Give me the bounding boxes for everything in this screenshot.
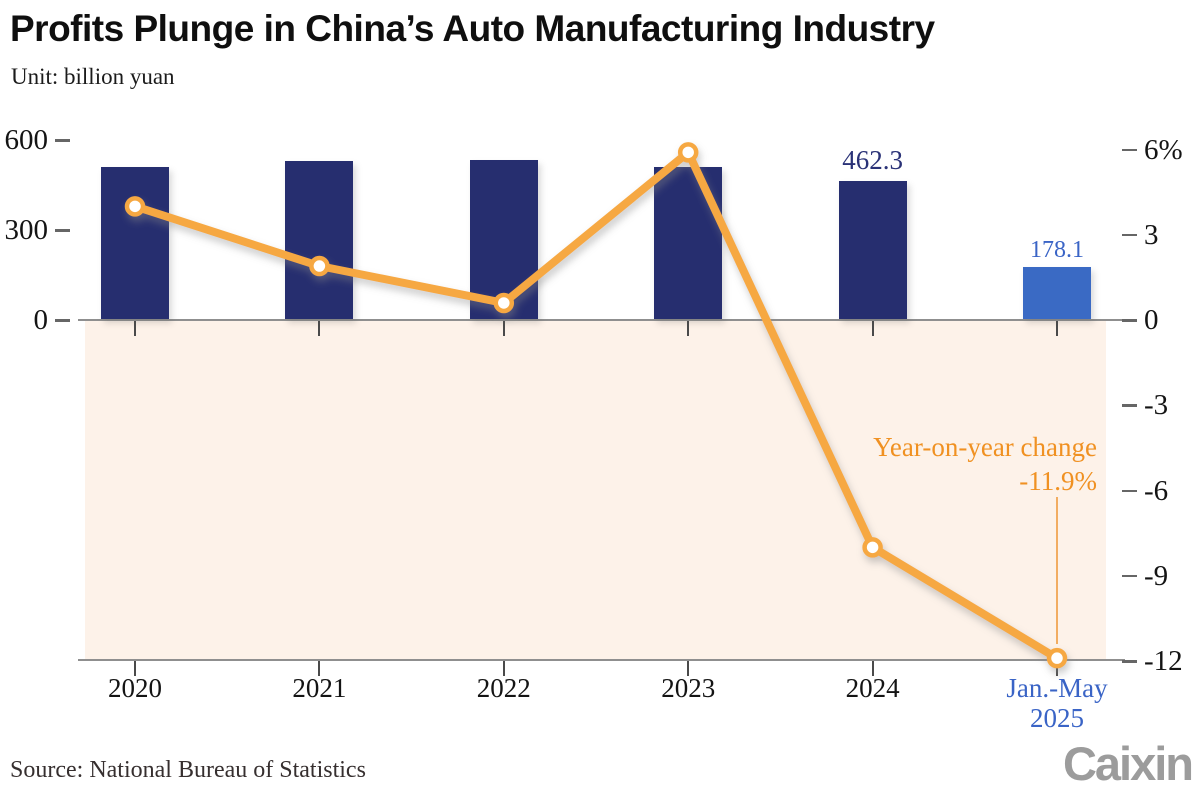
- x-axis-label-line: 2020: [108, 673, 162, 703]
- profit-bar-2022: [469, 160, 538, 319]
- right-axis-tick-dash: [1122, 233, 1137, 237]
- profit-bar-2020: [101, 167, 169, 319]
- profit-bar-jan-may-2025: [1023, 266, 1091, 319]
- x-axis-label-line: 2022: [476, 673, 531, 703]
- yoy-marker-2020: [124, 196, 146, 217]
- yoy-line: [131, 148, 1061, 663]
- x-axis-label-line: Jan.-May: [1006, 673, 1108, 703]
- zero-line-tick: [1056, 321, 1058, 336]
- yoy-annotation-label: Year-on-year change: [873, 432, 1097, 462]
- right-axis-tick-dash: [1122, 574, 1137, 578]
- x-axis-label-2023: 2023: [598, 673, 778, 703]
- x-axis-label-2022: 2022: [414, 673, 594, 703]
- left-axis-tick-dash: [55, 319, 70, 322]
- left-axis-tick-label: 0: [33, 304, 49, 336]
- bar-value-label: 178.1: [1030, 236, 1084, 263]
- yoy-marker-2021: [309, 255, 330, 277]
- zero-line-tick: [134, 321, 136, 336]
- right-axis-tick-label: -3: [1144, 389, 1169, 422]
- profit-bar-2021: [285, 161, 354, 319]
- left-axis-tick-label: 300: [4, 214, 49, 246]
- zero-line-tick: [871, 321, 874, 336]
- left-axis-tick-dash: [55, 229, 70, 232]
- bottom-line-tick: [318, 661, 321, 676]
- zero-line-tick: [502, 321, 505, 336]
- bottom-line-tick: [502, 661, 505, 676]
- bar-value-label: 462.3: [842, 145, 903, 176]
- right-axis-tick-label: -6: [1144, 474, 1169, 507]
- right-axis-tick-dash: [1122, 148, 1137, 151]
- zero-axis-line: [78, 319, 1125, 321]
- source-note: Source: National Bureau of Statistics: [10, 757, 366, 783]
- x-axis-label-jan-may-2025: Jan.-May 2025: [967, 673, 1147, 733]
- bottom-line-tick: [1056, 661, 1058, 676]
- caixin-logo: Caixin: [1062, 737, 1194, 790]
- below-zero-background: [85, 321, 1106, 660]
- yoy-marker-2022: [493, 292, 515, 314]
- zero-line-tick: [318, 321, 321, 336]
- chart-title: Profits Plunge in China’s Auto Manufactu…: [10, 8, 935, 49]
- yoy-marker-2024: [862, 537, 883, 558]
- bottom-line-tick: [134, 661, 136, 676]
- annotation-pointer-line: [1056, 497, 1058, 644]
- right-axis-tick-dash: [1122, 319, 1137, 322]
- left-axis-tick-dash: [55, 139, 70, 142]
- right-axis-tick-dash: [1122, 660, 1137, 663]
- right-axis-tick-label: -9: [1144, 559, 1169, 592]
- x-axis-label-line: 2023: [661, 673, 716, 703]
- right-axis-tick-label: 3: [1144, 218, 1159, 251]
- left-axis-tick-label: 600: [4, 124, 49, 156]
- bottom-axis-line: [78, 659, 1125, 661]
- zero-line-tick: [687, 321, 690, 336]
- right-axis-tick-dash: [1122, 404, 1137, 407]
- bottom-line-tick: [687, 661, 690, 676]
- yoy-marker-2023: [677, 142, 699, 163]
- yoy-annotation-value: -11.9%: [1019, 466, 1097, 496]
- chart-subtitle: Unit: billion yuan: [11, 64, 175, 89]
- x-axis-label-2024: 2024: [783, 673, 963, 703]
- x-axis-label-line: 2024: [845, 673, 900, 703]
- right-axis-tick-dash: [1122, 489, 1137, 492]
- x-axis-label-line: 2025: [1030, 703, 1084, 733]
- x-axis-label-2021: 2021: [229, 673, 409, 703]
- yoy-annotation: Year-on-year change -11.9%: [873, 430, 1097, 498]
- profit-bar-2024: [838, 181, 907, 319]
- x-axis-label-line: 2021: [292, 673, 347, 703]
- x-axis-label-2020: 2020: [45, 673, 225, 703]
- right-axis-tick-label: 0: [1144, 304, 1159, 336]
- bottom-line-tick: [871, 661, 874, 676]
- right-axis-tick-label: 6%: [1144, 133, 1183, 166]
- yoy-marker-jan-may-2025: [1046, 647, 1068, 669]
- right-axis-tick-label: -12: [1144, 645, 1183, 677]
